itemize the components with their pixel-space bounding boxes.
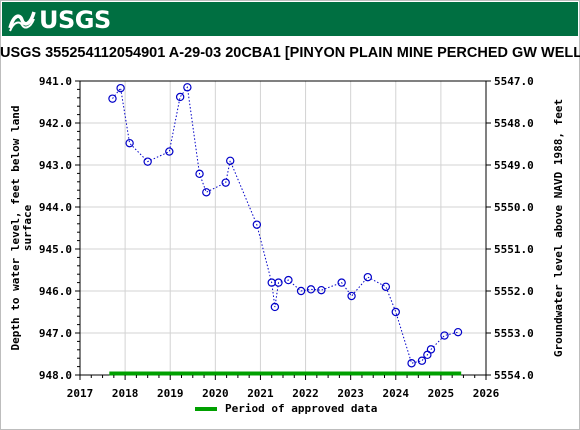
y-left-tick-label: 942.0	[39, 117, 72, 130]
data-point	[407, 359, 416, 368]
usgs-wave-icon	[8, 11, 36, 32]
y-left-tick-label: 945.0	[39, 243, 72, 256]
series-line	[112, 86, 459, 364]
data-point	[165, 147, 174, 156]
data-point	[221, 178, 230, 187]
data-series	[108, 83, 463, 368]
data-point	[440, 331, 449, 340]
data-point	[226, 156, 235, 165]
x-tick-label: 2022	[292, 387, 319, 400]
x-tick-label: 2021	[247, 387, 274, 400]
data-point	[417, 356, 427, 365]
data-point	[183, 83, 192, 92]
y-axis-left-label-line2: surface	[21, 204, 34, 251]
data-point	[108, 94, 117, 103]
y-right-tick-label: 5554.0	[494, 369, 534, 382]
x-tick-label: 2026	[473, 387, 500, 400]
data-point	[252, 220, 262, 229]
x-tick-label: 2023	[337, 387, 364, 400]
x-tick-label: 2019	[157, 387, 184, 400]
data-point	[296, 286, 306, 296]
y-right-tick-label: 5550.0	[494, 201, 534, 214]
data-point	[195, 169, 204, 179]
y-right-tick-label: 5547.0	[494, 75, 534, 88]
axis-ticks: 2017 2018 2019 2020 2021 2022 2023 2024 2025 2026…	[39, 75, 534, 400]
data-point	[306, 285, 316, 294]
data-point	[317, 285, 326, 295]
data-point	[337, 278, 346, 287]
y-left-tick-label: 941.0	[39, 75, 72, 88]
chart-legend: Period of approved data	[195, 402, 377, 415]
data-point	[284, 275, 293, 285]
y-right-tick-label: 5552.0	[494, 285, 534, 298]
data-point	[274, 278, 283, 287]
data-point	[270, 302, 280, 312]
x-tick-label: 2020	[202, 387, 229, 400]
y-left-tick-label: 944.0	[39, 201, 72, 214]
data-point	[426, 345, 436, 354]
legend-swatch-approved	[195, 406, 217, 411]
data-point	[347, 291, 356, 301]
y-axis-left-label-line1: Depth to water level, feet below land	[9, 105, 22, 350]
data-point	[116, 83, 125, 93]
data-point	[391, 307, 400, 317]
y-right-tick-label: 5553.0	[494, 327, 534, 340]
x-tick-label: 2025	[428, 387, 455, 400]
y-left-tick-label: 948.0	[39, 369, 72, 382]
x-tick-label: 2017	[67, 387, 94, 400]
usgs-logo-text: USGS	[39, 6, 111, 34]
y-right-tick-label: 5549.0	[494, 159, 534, 172]
data-point	[453, 327, 463, 337]
data-point	[381, 282, 391, 291]
y-left-tick-label: 943.0	[39, 159, 72, 172]
data-point	[175, 92, 185, 102]
y-right-tick-label: 5548.0	[494, 117, 534, 130]
y-right-tick-label: 5551.0	[494, 243, 534, 256]
plot-area	[79, 80, 487, 376]
legend-label: Period of approved data	[225, 402, 378, 415]
data-point	[202, 188, 211, 197]
data-point	[363, 272, 373, 282]
y-left-tick-label: 946.0	[39, 285, 72, 298]
x-tick-label: 2024	[383, 387, 410, 400]
chart-title: USGS 355254112054901 A-29-03 20CBA1 [PIN…	[0, 45, 580, 61]
x-tick-label: 2018	[112, 387, 139, 400]
data-point	[125, 138, 134, 148]
y-axis-right-label: Groundwater level above NAVD 1988, feet	[552, 99, 565, 357]
y-left-tick-label: 947.0	[39, 327, 72, 340]
grid-lines	[79, 80, 487, 376]
usgs-logo: USGS	[8, 7, 111, 33]
data-point	[143, 157, 152, 166]
usgs-banner: USGS	[2, 2, 578, 36]
